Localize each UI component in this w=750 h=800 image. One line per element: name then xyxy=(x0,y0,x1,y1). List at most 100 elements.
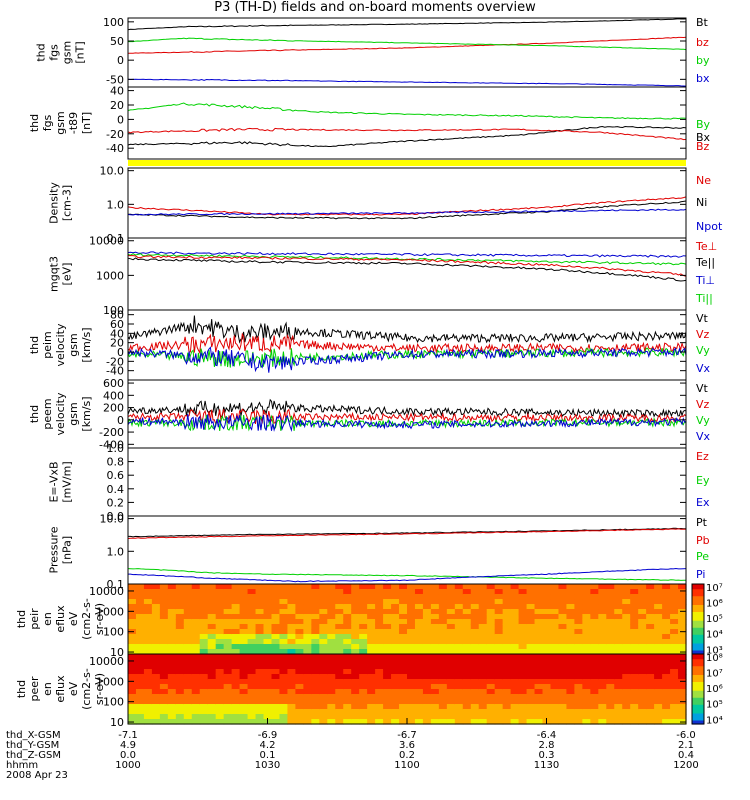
spectrogram-cell xyxy=(550,609,560,615)
spectrogram-cell xyxy=(159,639,169,645)
spectrogram-cell xyxy=(454,694,464,700)
colorbar-band xyxy=(692,661,704,664)
spectrogram-cell xyxy=(128,689,137,695)
spectrogram-cell xyxy=(470,684,480,690)
spectrogram-cell xyxy=(606,694,615,700)
spectrogram-cell xyxy=(598,704,607,710)
spectrogram-cell xyxy=(582,694,591,700)
spectrogram-cell xyxy=(175,619,185,625)
spectrogram-cell xyxy=(526,654,536,660)
spectrogram-cell xyxy=(167,614,177,620)
spectrogram-cell xyxy=(191,689,201,695)
spectrogram-cell xyxy=(526,714,536,720)
spectrogram-cell xyxy=(375,604,384,610)
spectrogram-cell xyxy=(678,594,687,600)
spectrogram-cell xyxy=(159,594,169,600)
spectrogram-cell xyxy=(175,654,185,660)
spectrogram-cell xyxy=(287,674,296,680)
spectrogram-cell xyxy=(151,714,161,720)
spectrogram-cell xyxy=(598,694,607,700)
spectrogram-cell xyxy=(223,599,233,605)
spectrogram-cell xyxy=(191,664,201,670)
spectrogram-cell xyxy=(351,629,360,635)
spectrogram-cell xyxy=(654,624,663,630)
spectrogram-cell xyxy=(407,614,416,620)
spectrogram-cell xyxy=(494,624,504,630)
colorbar-band xyxy=(692,717,704,720)
spectrogram-cell xyxy=(454,649,464,655)
spectrogram-cell xyxy=(502,659,512,665)
spectrogram-cell xyxy=(574,719,583,725)
spectrogram-cell xyxy=(383,604,392,610)
colorbar-band xyxy=(692,692,704,695)
legend-label: Te|| xyxy=(695,256,715,269)
spectrogram-cell xyxy=(375,599,384,605)
spectrogram-cell xyxy=(247,694,257,700)
y-axis-label: -t89 xyxy=(67,112,80,134)
footer-value: 1130 xyxy=(534,760,559,771)
y-axis-label: peir xyxy=(28,608,41,630)
spectrogram-cell xyxy=(422,709,432,715)
spectrogram-cell xyxy=(247,674,257,680)
spectrogram-cell xyxy=(303,594,312,600)
spectrogram-cell xyxy=(335,609,344,615)
spectrogram-cell xyxy=(438,619,448,625)
spectrogram-cell xyxy=(542,594,552,600)
spectrogram-cell xyxy=(279,629,289,635)
footer-row-label: thd_X-GSM xyxy=(6,730,61,741)
spectrogram-cell xyxy=(510,584,520,590)
spectrogram-cell xyxy=(574,649,583,655)
spectrogram-cell xyxy=(303,599,312,605)
spectrogram-cell xyxy=(151,589,161,595)
spectrogram-cell xyxy=(478,589,488,595)
panel-frame xyxy=(127,447,687,517)
spectrogram-cell xyxy=(470,709,480,715)
spectrogram-cell xyxy=(335,639,344,645)
spectrogram-cell xyxy=(271,699,281,705)
spectrogram-cell xyxy=(159,644,169,650)
spectrogram-cell xyxy=(367,609,376,615)
spectrogram-cell xyxy=(399,684,408,690)
spectrogram-cell xyxy=(630,649,639,655)
spectrogram-cell xyxy=(335,644,344,650)
spectrogram-cell xyxy=(215,674,225,680)
spectrogram-cell xyxy=(295,699,304,705)
spectrogram-cell xyxy=(614,639,623,645)
spectrogram-cell xyxy=(175,684,185,690)
footer-value: 0.4 xyxy=(678,750,694,761)
spectrogram-cell xyxy=(303,704,312,710)
spectrogram-cell xyxy=(128,589,137,595)
spectrogram-cell xyxy=(446,664,456,670)
spectrogram-cell xyxy=(159,699,169,705)
spectrogram-cell xyxy=(630,639,639,645)
spectrogram-cell xyxy=(295,639,304,645)
spectrogram-cell xyxy=(263,584,273,590)
spectrogram-cell xyxy=(359,664,368,670)
colorbar-band xyxy=(692,617,704,620)
spectrogram-cell xyxy=(223,709,233,715)
spectrogram-cell xyxy=(454,674,464,680)
spectrogram-cell xyxy=(670,584,679,590)
spectrogram-cell xyxy=(558,629,568,635)
y-axis-label: (cm2-s- xyxy=(80,598,93,640)
spectrogram-cell xyxy=(518,709,528,715)
spectrogram-cell xyxy=(311,604,320,610)
spectrogram-cell xyxy=(470,704,480,710)
spectrogram-cell xyxy=(191,584,201,590)
spectrogram-cell xyxy=(414,679,424,685)
spectrogram-cell xyxy=(630,599,639,605)
spectrogram-cell xyxy=(367,674,376,680)
spectrogram-cell xyxy=(183,594,193,600)
spectrogram-cell xyxy=(550,689,560,695)
spectrogram-cell xyxy=(494,629,504,635)
spectrogram-cell xyxy=(311,609,320,615)
spectrogram-cell xyxy=(375,664,384,670)
spectrogram-cell xyxy=(191,589,201,595)
spectrogram-cell xyxy=(319,619,328,625)
spectrogram-cell xyxy=(670,614,679,620)
spectrogram-cell xyxy=(128,714,137,720)
spectrogram-cell xyxy=(534,594,544,600)
spectrogram-cell xyxy=(359,599,368,605)
spectrogram-cell xyxy=(670,699,679,705)
